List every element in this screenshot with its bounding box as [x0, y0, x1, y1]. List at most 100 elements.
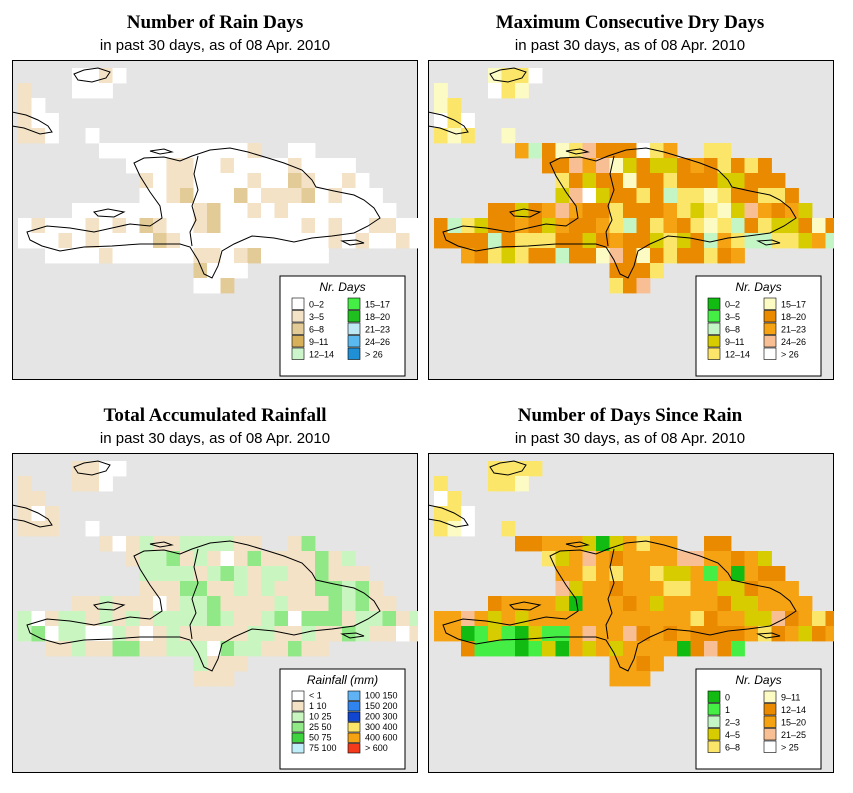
grid-cell	[18, 476, 32, 492]
panel-subtitle: in past 30 days, as of 08 Apr. 2010	[99, 430, 331, 447]
grid-cell	[515, 143, 529, 159]
grid-cell	[139, 581, 154, 597]
grid-cell	[85, 626, 100, 642]
map-rain-days: Nr. Days 0–2 3–5 6–8 9–11 12–14 15–17 18–20 21–2…	[12, 60, 418, 380]
grid-cell	[31, 233, 46, 249]
legend-label: 6–8	[725, 743, 740, 753]
grid-cell	[542, 641, 556, 657]
legend-label: 75 100	[309, 743, 337, 753]
grid-cell	[501, 83, 516, 99]
legend-swatch	[291, 322, 305, 335]
grid-cell	[166, 551, 181, 567]
grid-cell	[650, 596, 664, 612]
grid-cell	[663, 158, 678, 174]
grid-cell	[139, 188, 154, 204]
grid-cell	[582, 158, 597, 174]
grid-cell	[274, 233, 289, 249]
legend-swatch	[707, 335, 721, 348]
grid-cell	[690, 596, 705, 612]
grid-cell	[18, 113, 32, 129]
coastline	[756, 239, 781, 246]
grid-cell	[288, 596, 302, 612]
legend-label: 15–20	[781, 718, 806, 728]
grid-cell	[731, 566, 745, 582]
legend-label: 1 10	[309, 701, 327, 711]
grid-cell	[623, 173, 637, 189]
coastline	[340, 239, 365, 246]
grid-cell	[650, 656, 664, 672]
legend-label: 12–14	[781, 705, 806, 715]
grid-cell	[677, 611, 691, 627]
grid-cell	[744, 158, 759, 174]
grid-cell	[596, 188, 610, 204]
grid-cell	[569, 596, 583, 612]
coastline	[26, 540, 381, 672]
grid-cell	[704, 143, 718, 159]
grid-cell	[528, 218, 543, 234]
grid-cell	[677, 641, 691, 657]
grid-cell	[515, 596, 529, 612]
grid-cell	[555, 233, 570, 249]
grid-cell	[193, 233, 208, 249]
grid-cell	[636, 626, 651, 642]
grid-cell	[274, 641, 289, 657]
grid-cell	[72, 641, 86, 657]
grid-cell	[731, 173, 745, 189]
grid-cell	[704, 188, 718, 204]
grid-cell	[650, 263, 664, 279]
grid-cell	[758, 173, 772, 189]
grid-cell	[758, 551, 772, 567]
grid-cell	[18, 218, 32, 234]
grid-cell	[542, 248, 556, 264]
grid-cell	[609, 671, 624, 687]
grid-cell	[112, 233, 127, 249]
grid-cell	[166, 233, 181, 249]
grid-cell	[18, 611, 32, 627]
legend-label: 12–14	[309, 350, 334, 360]
legend-label: > 26	[365, 350, 383, 360]
grid-cell	[328, 158, 343, 174]
grid-cell	[663, 233, 678, 249]
grid-cell	[731, 248, 745, 264]
grid-cell	[288, 203, 302, 219]
grid-cell	[274, 611, 289, 627]
grid-cell	[690, 203, 705, 219]
grid-cell	[112, 248, 127, 264]
grid-cell	[744, 626, 759, 642]
grid-cell	[636, 143, 651, 159]
grid-cell	[355, 203, 370, 219]
grid-cell	[220, 641, 235, 657]
grid-cell	[758, 596, 772, 612]
grid-cell	[771, 203, 786, 219]
grid-cell	[85, 203, 100, 219]
grid-cell	[45, 626, 59, 642]
grid-cell	[555, 188, 570, 204]
grid-cell	[18, 233, 32, 249]
legend-label: 3–5	[725, 312, 740, 322]
grid-cell	[582, 611, 597, 627]
grid-cell	[45, 218, 59, 234]
grid-cell	[501, 611, 516, 627]
grid-cell	[542, 203, 556, 219]
grid-cell	[220, 143, 235, 159]
grid-cell	[690, 581, 705, 597]
grid-cell	[288, 188, 302, 204]
legend: Nr. Days 0–2 3–5 6–8 9–11 12–14 15–17 18–20 21–2…	[279, 275, 406, 377]
legend-swatch	[291, 722, 305, 733]
grid-cell	[261, 596, 275, 612]
grid-cell	[677, 158, 691, 174]
grid-cell	[85, 641, 100, 657]
grid-cell	[301, 551, 316, 567]
grid-cell	[328, 218, 343, 234]
grid-cell	[717, 611, 732, 627]
grid-cell	[301, 143, 316, 159]
grid-cell	[596, 611, 610, 627]
grid-cell	[623, 581, 637, 597]
grid-cell	[193, 248, 208, 264]
legend-label: 10 25	[309, 712, 332, 722]
grid-cell	[677, 188, 691, 204]
grid-cell	[609, 656, 624, 672]
grid-cell	[301, 566, 316, 582]
grid-cell	[126, 596, 140, 612]
